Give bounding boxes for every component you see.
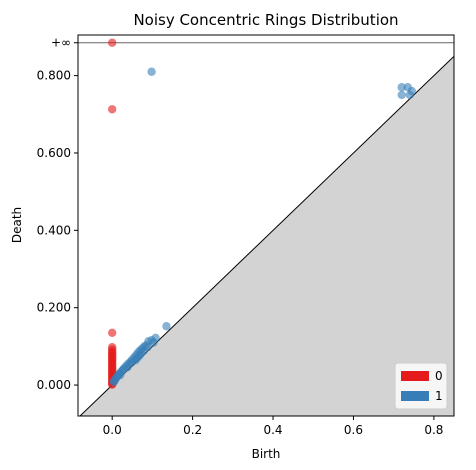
x-tick-label: 0.0 bbox=[103, 423, 122, 437]
y-tick-label: 0.000 bbox=[37, 378, 71, 392]
y-tick-label: 0.400 bbox=[37, 223, 71, 237]
point-dim-1 bbox=[162, 322, 171, 331]
points-layer bbox=[107, 38, 416, 389]
plot-frame bbox=[77, 34, 455, 417]
point-dim-1 bbox=[123, 363, 132, 372]
point-dim-1 bbox=[397, 83, 406, 92]
legend-label-0: 0 bbox=[435, 369, 443, 383]
x-axis: 0.0 0.2 0.4 0.6 0.8 bbox=[103, 416, 443, 437]
y-axis-label: Death bbox=[10, 207, 24, 243]
legend-swatch-1 bbox=[401, 391, 429, 401]
y-axis: 0.000 0.200 0.400 0.600 0.800 +∞ bbox=[37, 36, 78, 392]
point-dim-0 bbox=[107, 105, 117, 114]
x-tick-label: 0.4 bbox=[263, 423, 282, 437]
y-tick-label: 0.200 bbox=[37, 301, 71, 315]
chart-title: Noisy Concentric Rings Distribution bbox=[133, 11, 398, 29]
legend: 01 bbox=[394, 362, 448, 410]
point-dim-1 bbox=[407, 86, 416, 96]
y-tick-label: 0.800 bbox=[37, 69, 71, 83]
point-dim-1 bbox=[147, 67, 156, 76]
point-dim-0 bbox=[107, 38, 117, 47]
legend-swatch-0 bbox=[401, 371, 429, 381]
y-tick-label-infinity: +∞ bbox=[51, 36, 71, 50]
x-axis-label: Birth bbox=[252, 447, 281, 461]
x-tick-label: 0.2 bbox=[183, 423, 202, 437]
point-dim-0 bbox=[107, 328, 117, 338]
x-tick-label: 0.6 bbox=[344, 423, 363, 437]
legend-label-1: 1 bbox=[435, 389, 443, 403]
point-dim-1 bbox=[149, 338, 158, 347]
x-tick-label: 0.8 bbox=[424, 423, 443, 437]
point-dim-1 bbox=[109, 377, 118, 387]
point-dim-1 bbox=[397, 90, 406, 100]
point-dim-1 bbox=[143, 342, 152, 352]
y-tick-label: 0.600 bbox=[37, 146, 71, 160]
point-dim-1 bbox=[116, 370, 125, 380]
